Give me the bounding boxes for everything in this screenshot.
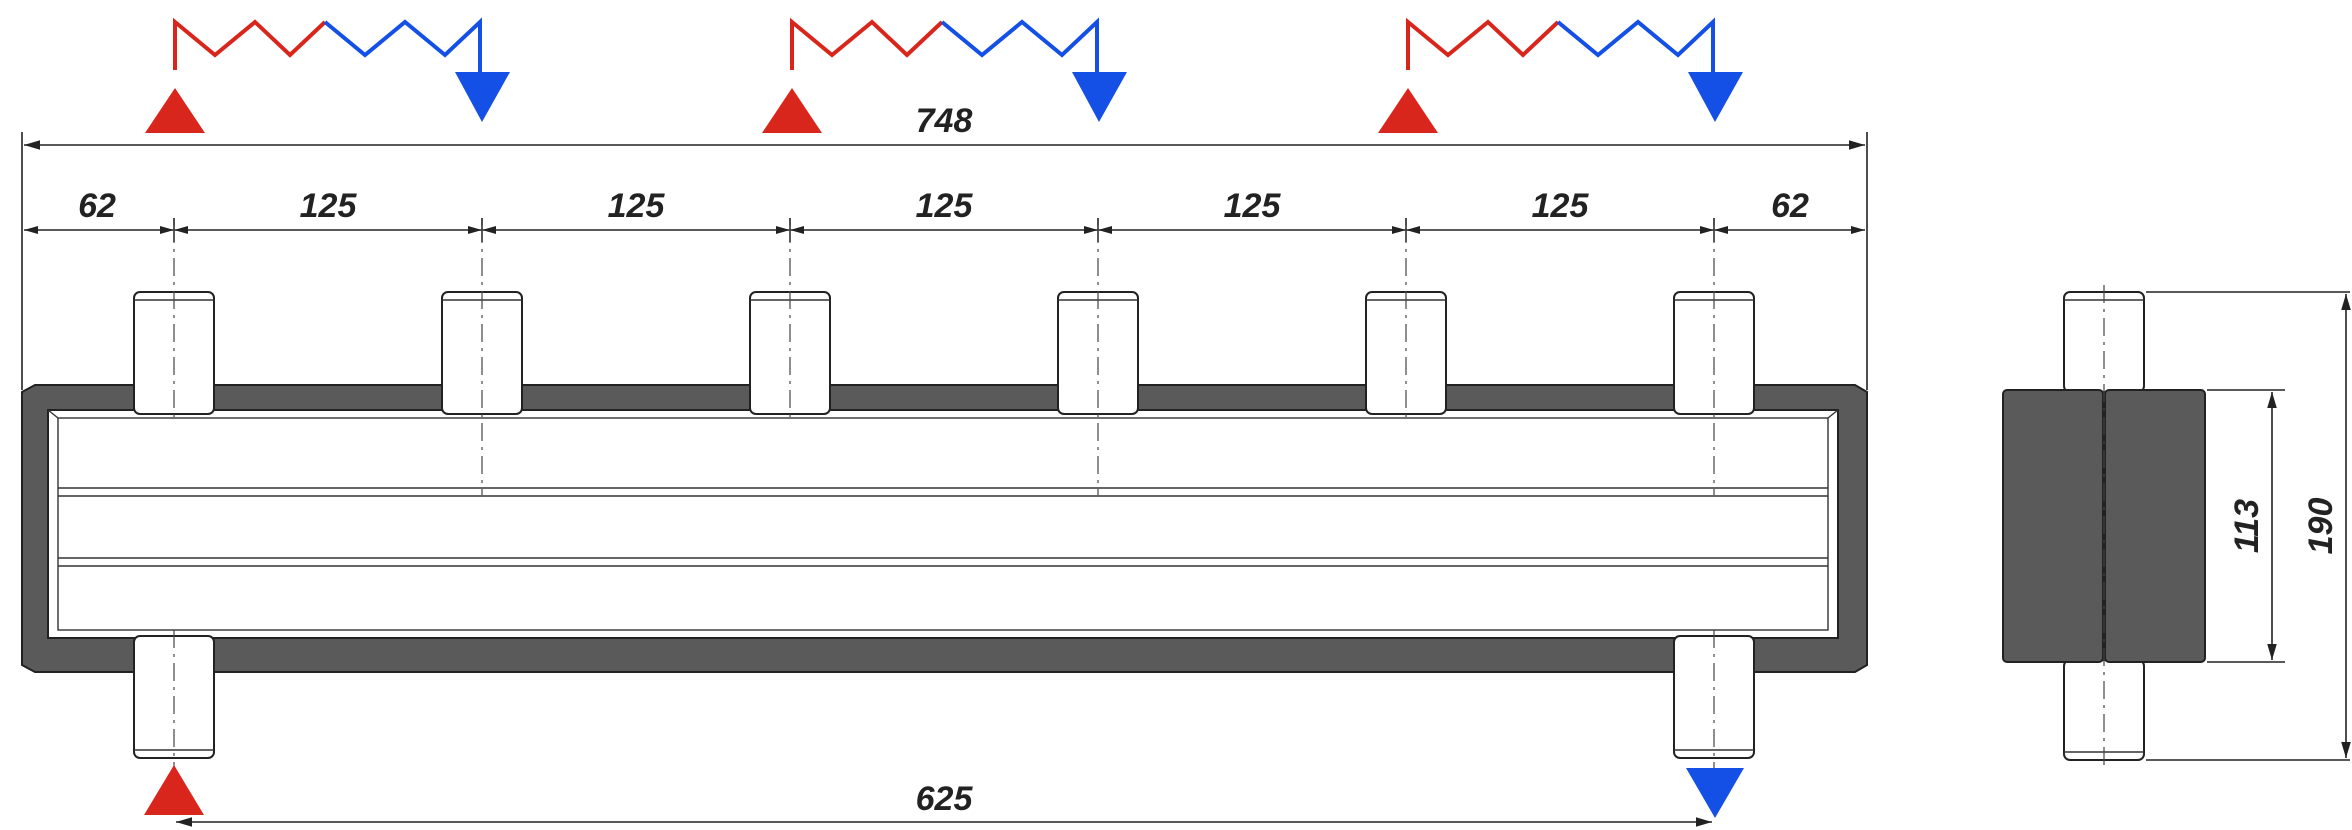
circuit-hot-zigzag xyxy=(790,17,944,70)
header-body xyxy=(21,384,1868,673)
inner-panel xyxy=(47,409,1839,639)
side-total-height-label: 190 xyxy=(2302,498,2340,555)
circuit-cold-zigzag xyxy=(1556,17,1715,75)
segment-label-4: 125 xyxy=(916,187,974,225)
red-triangle-up-icon xyxy=(144,765,204,815)
circuit-symbol-3 xyxy=(1378,17,1743,133)
circuit-cold-zigzag xyxy=(940,17,1099,75)
circuit-symbol-1 xyxy=(145,17,510,133)
red-triangle-up-icon xyxy=(762,88,822,133)
blue-triangle-down-icon xyxy=(455,72,510,122)
side-insulation-left xyxy=(2002,389,2104,663)
segment-dimensions: 62 125 125 125 125 125 62 xyxy=(24,187,1865,242)
lower-span-label: 625 xyxy=(916,780,974,818)
blue-triangle-down-icon xyxy=(1688,72,1743,122)
segment-label-5: 125 xyxy=(1224,187,1282,225)
side-view: 113 190 xyxy=(2002,285,2351,765)
center-lines xyxy=(173,225,1715,770)
segment-label-2: 125 xyxy=(300,187,358,225)
side-insulation-right xyxy=(2104,389,2206,663)
red-triangle-up-icon xyxy=(145,88,205,133)
blue-triangle-down-icon xyxy=(1072,72,1127,122)
red-triangle-up-icon xyxy=(1378,88,1438,133)
blue-triangle-down-icon xyxy=(1686,768,1744,818)
segment-label-1: 62 xyxy=(78,187,116,225)
circuit-hot-zigzag xyxy=(1406,17,1560,70)
circuit-cold-zigzag xyxy=(323,17,482,75)
overall-dimension: 748 xyxy=(21,102,1868,390)
bottom-connections: 625 xyxy=(144,765,1744,827)
segment-label-3: 125 xyxy=(608,187,666,225)
circuit-symbol-2 xyxy=(762,17,1127,133)
side-body-height-label: 113 xyxy=(2228,499,2266,553)
overall-length-label: 748 xyxy=(916,102,973,140)
segment-label-6: 125 xyxy=(1532,187,1590,225)
segment-label-7: 62 xyxy=(1771,187,1809,225)
circuit-hot-zigzag xyxy=(173,17,327,70)
